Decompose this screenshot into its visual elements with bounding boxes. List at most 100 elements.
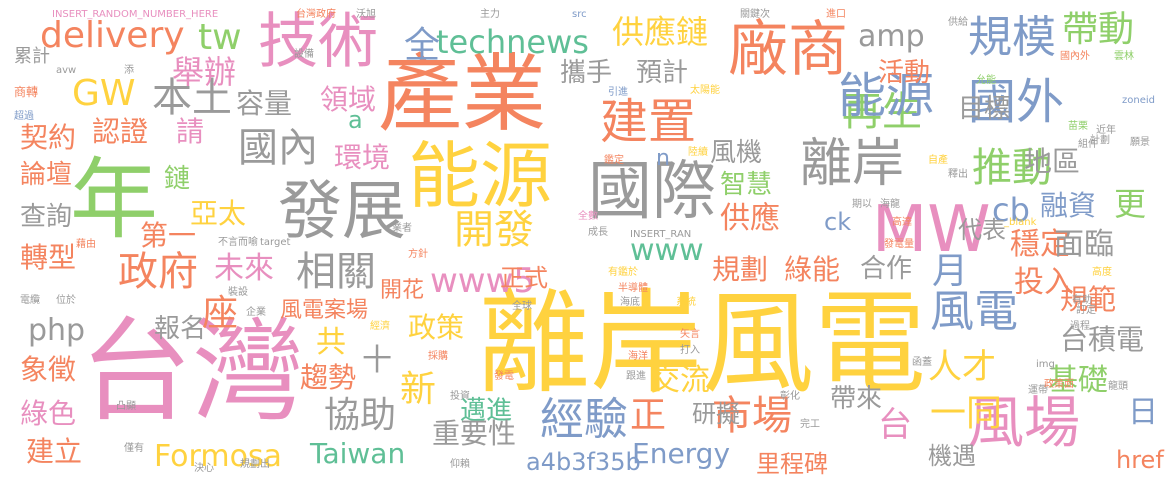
word-115: 允能 [976, 75, 996, 86]
word-108: 主力 [480, 9, 500, 20]
word-33: 舉辦 [172, 53, 237, 91]
word-6: 國際 [588, 155, 716, 229]
word-177: 運帶 [1028, 385, 1048, 396]
word-144: 有鑑於 [608, 267, 638, 278]
word-175: 函蓋 [912, 357, 932, 368]
word-85: 趨勢 [300, 361, 357, 394]
word-121: 超過 [14, 111, 34, 122]
word-167: 位於 [56, 295, 76, 306]
word-84: 象徵 [20, 353, 77, 386]
word-111: 進口 [826, 9, 846, 20]
word-156: 跟進 [626, 371, 646, 382]
word-146: 海底 [620, 297, 640, 308]
word-138: 成長 [588, 227, 608, 238]
word-62: 轉型 [20, 241, 77, 274]
word-91: 研擬 [692, 400, 740, 428]
word-181: 添 [124, 65, 134, 76]
word-7: 技術 [258, 7, 378, 77]
word-76: 報名 [154, 314, 207, 344]
word-92: 帶來 [830, 384, 883, 414]
word-119: 累計 [14, 46, 50, 67]
word-130: 鑑定 [604, 155, 624, 166]
word-71: 規範 [1060, 283, 1117, 316]
word-88: 綠色 [20, 397, 77, 430]
word-160: 完工 [800, 419, 820, 430]
word-126: 近年 [1096, 125, 1116, 136]
word-3: 能源 [408, 134, 553, 218]
word-147: 裝設 [228, 287, 248, 298]
word-9: MW [872, 193, 991, 267]
word-151: 經濟 [370, 321, 390, 332]
word-107: INSERT_RANDOM_NUMBER_HERE [52, 9, 219, 20]
word-112: 供給 [948, 17, 968, 28]
word-14: 再生 [842, 89, 922, 135]
word-57: 代表 [958, 216, 1006, 244]
word-32: amp [858, 19, 925, 54]
word-45: 環境 [334, 141, 391, 174]
word-102: 機遇 [928, 442, 976, 470]
word-75: php [28, 313, 86, 348]
word-10: 風場 [968, 391, 1080, 456]
word-105: a [348, 106, 363, 134]
word-0: 離岸風電 [478, 279, 926, 409]
word-30: technews [436, 23, 589, 61]
word-139: INSERT_RAN [630, 229, 692, 240]
word-50: 地區 [1024, 145, 1081, 178]
word-66: 規劃 [712, 253, 769, 286]
word-48: 論壇 [20, 160, 73, 190]
word-8: 廠商 [728, 15, 848, 85]
word-127: 組件 [1078, 139, 1098, 150]
word-166: 電纜 [20, 295, 40, 306]
word-22: 國內 [238, 125, 318, 171]
word-155: 採購 [428, 351, 448, 362]
word-18: 政府 [118, 249, 198, 295]
word-20: 經驗 [540, 394, 628, 445]
word-4: 年 [70, 148, 159, 251]
word-83: 人才 [928, 347, 996, 387]
word-136: 全數 [578, 211, 598, 222]
word-40: 領域 [320, 83, 377, 116]
word-120: 商轉 [14, 85, 39, 99]
word-93: 一同 [930, 393, 1003, 434]
word-134: 海龍 [880, 199, 900, 210]
word-41: 目標 [958, 94, 1011, 124]
word-174: 過程 [1070, 321, 1090, 332]
word-82: 新 [400, 369, 437, 410]
word-161: 仰賴 [450, 459, 470, 470]
word-154: 海洋 [628, 351, 648, 362]
word-142: 發電量 [884, 239, 914, 250]
word-95: 重要性 [432, 417, 517, 450]
word-46: 風機 [710, 138, 763, 168]
word-113: 國內外 [1060, 51, 1090, 62]
word-99: Taiwan [310, 437, 406, 470]
word-12: 國外 [968, 74, 1065, 130]
word-47: 智慧 [720, 170, 773, 200]
word-164: 僅有 [124, 443, 144, 454]
word-44: 請 [176, 115, 205, 148]
word-101: Energy [632, 437, 731, 470]
word-128: 願景 [1130, 137, 1150, 148]
word-38: 全 [404, 25, 441, 66]
word-28: delivery [40, 15, 185, 56]
word-59: ck [824, 208, 852, 236]
word-125: 苗栗 [1068, 121, 1088, 132]
word-133: 釋出 [948, 169, 968, 180]
word-49: 鏈 [164, 164, 191, 194]
word-149: 全球 [512, 301, 532, 312]
word-137: 業者 [392, 223, 412, 234]
word-98: Formosa [154, 439, 282, 474]
word-34: GW [72, 73, 136, 114]
word-42: 契約 [20, 121, 77, 154]
word-16: 建置 [600, 94, 697, 150]
word-168: 藉由 [76, 239, 96, 250]
word-162: 決心 [194, 463, 214, 474]
word-11: 離岸 [800, 134, 905, 194]
word-173: 訂定 [1076, 305, 1096, 316]
word-140: _blank [1004, 217, 1037, 228]
word-67: 綠能 [784, 253, 841, 286]
word-124: zoneid [1122, 95, 1155, 106]
word-163: 規劃出 [240, 459, 270, 470]
word-27: 帶動 [1062, 9, 1135, 50]
word-86: 交流 [650, 363, 710, 398]
word-54: 查詢 [20, 202, 73, 232]
